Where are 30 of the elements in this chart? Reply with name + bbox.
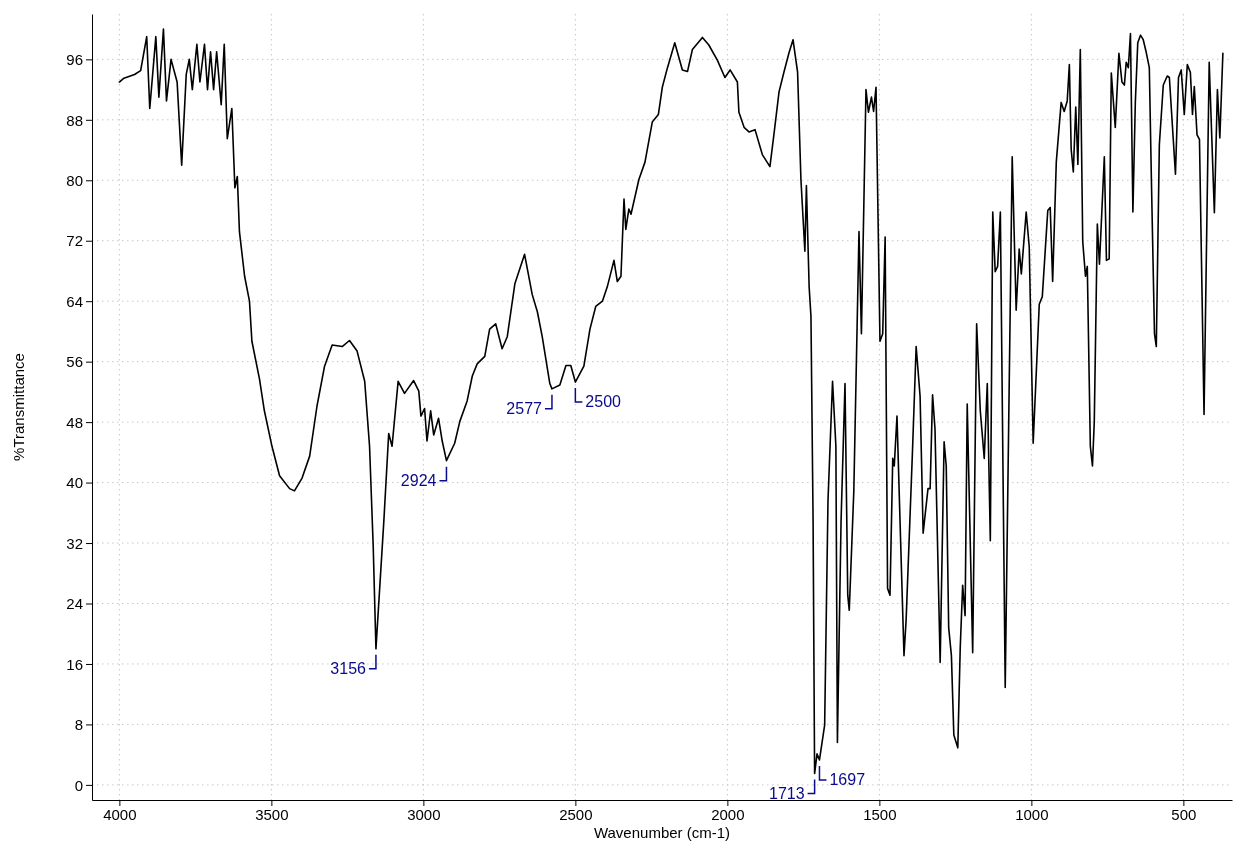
- x-tick-label: 4000: [103, 805, 137, 823]
- y-tick-label: 48: [66, 413, 83, 431]
- annotation: 2577: [506, 399, 543, 417]
- y-tick-label: 56: [66, 353, 83, 371]
- x-tick-label: 1000: [1015, 805, 1049, 823]
- x-axis-title: Wavenumber (cm-1): [593, 824, 731, 841]
- y-tick-label: 88: [66, 111, 83, 129]
- y-tick-label: 72: [66, 232, 83, 250]
- annotation: 1713: [769, 784, 805, 802]
- y-tick-label: 80: [66, 172, 83, 190]
- x-tick-label: 1500: [863, 805, 897, 823]
- annotation: 2500: [585, 393, 622, 411]
- y-tick-label: 96: [66, 51, 83, 69]
- annotation: 2924: [400, 471, 437, 489]
- y-tick-label: 24: [66, 595, 83, 613]
- x-tick-label: 2000: [711, 805, 745, 823]
- y-tick-label: 32: [66, 534, 83, 552]
- line-series: [118, 28, 1224, 775]
- y-tick-label: 16: [66, 655, 83, 673]
- x-tick-label: 3000: [407, 805, 441, 823]
- x-tick-label: 500: [1171, 805, 1197, 823]
- y-tick-label: 40: [66, 474, 83, 492]
- x-tick-label: 2500: [559, 805, 593, 823]
- annotation: 1697: [829, 770, 866, 788]
- x-tick-label: 3500: [255, 805, 289, 823]
- y-tick-label: 0: [74, 776, 83, 794]
- annotation: 3156: [330, 659, 367, 677]
- y-tick-label: 64: [66, 292, 83, 310]
- y-tick-label: 8: [74, 716, 83, 734]
- y-axis-title: %Transmittance: [10, 353, 27, 461]
